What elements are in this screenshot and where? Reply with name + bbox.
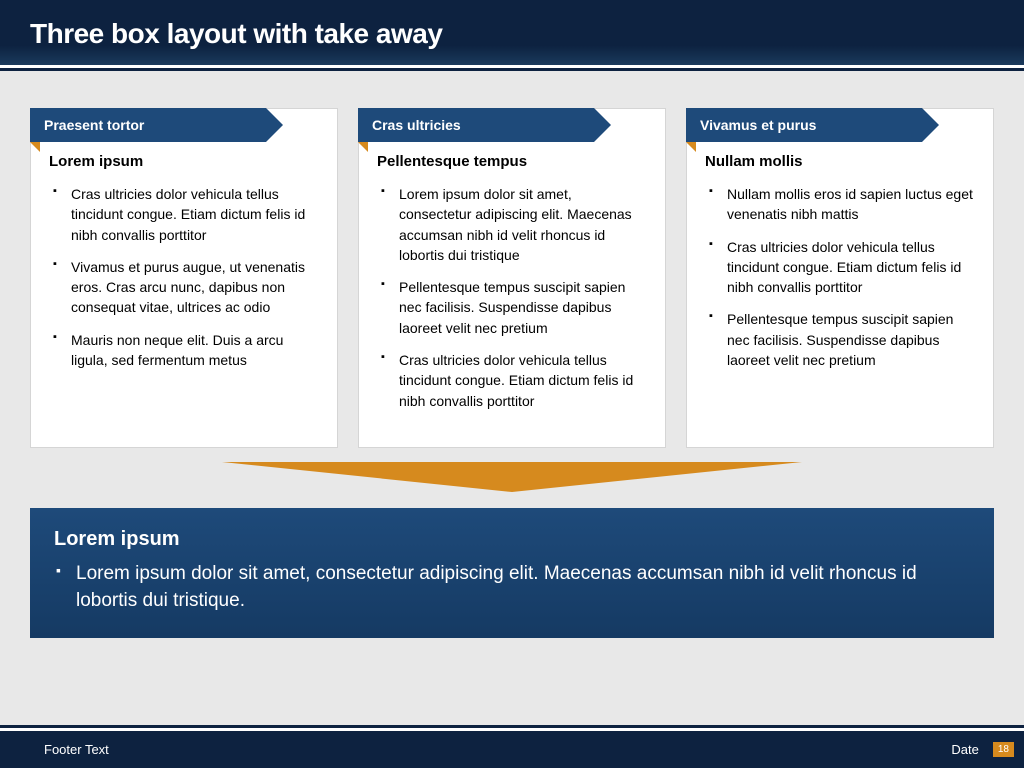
box-3-header: Vivamus et purus	[686, 108, 922, 142]
box-2-header: Cras ultricies	[358, 108, 594, 142]
slide-title: Three box layout with take away	[30, 18, 994, 50]
takeaway-panel: Lorem ipsum Lorem ipsum dolor sit amet, …	[30, 508, 994, 638]
list-item: Pellentesque tempus suscipit sapien nec …	[377, 277, 647, 338]
box-1-body: Lorem ipsum Cras ultricies dolor vehicul…	[31, 109, 337, 400]
boxes-row: Praesent tortor Lorem ipsum Cras ultrici…	[30, 108, 994, 448]
box-2-title: Pellentesque tempus	[377, 153, 647, 170]
list-item: Lorem ipsum dolor sit amet, consectetur …	[377, 184, 647, 265]
box-1-header: Praesent tortor	[30, 108, 266, 142]
footer-date: Date	[951, 742, 978, 757]
box-3: Vivamus et purus Nullam mollis Nullam mo…	[686, 108, 994, 448]
box-1: Praesent tortor Lorem ipsum Cras ultrici…	[30, 108, 338, 448]
footer-left-text: Footer Text	[44, 742, 109, 757]
page-number: 18	[993, 742, 1014, 757]
box-1-list: Cras ultricies dolor vehicula tellus tin…	[49, 184, 319, 370]
slide-header: Three box layout with take away	[0, 0, 1024, 68]
list-item: Cras ultricies dolor vehicula tellus tin…	[49, 184, 319, 245]
takeaway-text: Lorem ipsum dolor sit amet, consectetur …	[54, 561, 970, 614]
list-item: Pellentesque tempus suscipit sapien nec …	[705, 309, 975, 370]
box-2-corner-accent	[358, 142, 368, 152]
box-2-list: Lorem ipsum dolor sit amet, consectetur …	[377, 184, 647, 411]
list-item: Cras ultricies dolor vehicula tellus tin…	[705, 237, 975, 298]
box-2: Cras ultricies Pellentesque tempus Lorem…	[358, 108, 666, 448]
list-item: Cras ultricies dolor vehicula tellus tin…	[377, 350, 647, 411]
slide-content: Praesent tortor Lorem ipsum Cras ultrici…	[0, 68, 1024, 492]
list-item: Mauris non neque elit. Duis a arcu ligul…	[49, 330, 319, 371]
list-item: Nullam mollis eros id sapien luctus eget…	[705, 184, 975, 225]
box-1-title: Lorem ipsum	[49, 153, 319, 170]
box-3-body: Nullam mollis Nullam mollis eros id sapi…	[687, 109, 993, 400]
footer-right: Date 18	[951, 742, 1014, 757]
arrow-down-icon	[222, 462, 802, 492]
box-2-body: Pellentesque tempus Lorem ipsum dolor si…	[359, 109, 665, 441]
slide-footer: Footer Text Date 18	[0, 728, 1024, 768]
takeaway-title: Lorem ipsum	[54, 528, 970, 551]
box-3-title: Nullam mollis	[705, 153, 975, 170]
list-item: Vivamus et purus augue, ut venenatis ero…	[49, 257, 319, 318]
box-3-list: Nullam mollis eros id sapien luctus eget…	[705, 184, 975, 370]
box-1-corner-accent	[30, 142, 40, 152]
box-3-corner-accent	[686, 142, 696, 152]
